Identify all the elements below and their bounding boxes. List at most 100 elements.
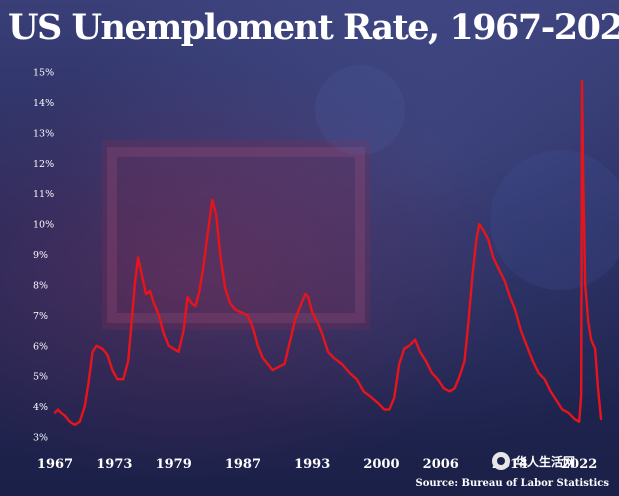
data-point <box>211 198 214 201</box>
data-point <box>600 417 602 420</box>
data-point <box>101 347 104 350</box>
data-point <box>316 320 318 323</box>
watermark-logo-icon <box>492 452 510 470</box>
y-tick-label: 9% <box>33 250 48 261</box>
data-point <box>333 357 335 359</box>
data-point <box>478 223 481 226</box>
data-point <box>91 350 94 353</box>
x-tick-label: 1973 <box>96 457 132 472</box>
data-point <box>362 390 365 393</box>
data-point <box>277 366 280 368</box>
x-tick-label: 1993 <box>294 457 330 472</box>
data-point <box>131 314 134 317</box>
data-point <box>370 396 373 399</box>
data-point <box>453 387 456 390</box>
data-point <box>531 360 534 362</box>
x-tick-label: 1979 <box>156 457 192 472</box>
data-point <box>111 369 114 371</box>
data-point <box>581 80 583 82</box>
data-point <box>294 317 297 320</box>
data-point <box>194 305 197 308</box>
data-point <box>414 338 416 341</box>
data-point <box>83 405 86 408</box>
data-point <box>106 354 109 356</box>
y-tick-label: 5% <box>33 372 48 383</box>
data-point <box>482 229 485 232</box>
data-point <box>141 274 143 277</box>
data-point <box>463 360 466 362</box>
data-point <box>251 326 254 329</box>
data-point <box>543 378 546 381</box>
y-tick-label: 12% <box>33 159 54 170</box>
x-tick-label: 2000 <box>363 457 399 472</box>
data-point <box>57 408 59 411</box>
y-tick-label: 14% <box>33 98 54 109</box>
watermark-text: 华人生活网 <box>515 454 576 469</box>
y-tick-label: 11% <box>33 189 54 200</box>
data-point <box>567 411 570 414</box>
data-point <box>153 302 155 305</box>
data-point <box>398 363 401 365</box>
data-point <box>256 344 259 347</box>
data-point <box>304 293 307 295</box>
data-point <box>234 308 236 311</box>
data-point <box>341 363 343 365</box>
data-point <box>442 387 445 390</box>
data-point <box>64 414 66 417</box>
data-point <box>582 177 585 180</box>
y-tick-label: 3% <box>33 433 48 444</box>
data-point <box>425 360 427 362</box>
data-point <box>377 402 380 405</box>
background-blur-circle <box>490 150 619 290</box>
data-point <box>261 357 264 359</box>
data-point <box>134 281 137 283</box>
y-tick-label: 15% <box>33 68 54 79</box>
data-point <box>537 372 540 374</box>
watermark: 华人生活网 <box>492 452 575 470</box>
data-point <box>158 314 160 317</box>
data-point <box>240 311 242 314</box>
y-tick-label: 4% <box>33 402 48 413</box>
data-point <box>289 338 292 341</box>
data-point <box>383 408 386 411</box>
data-point <box>419 350 421 353</box>
data-point <box>307 296 310 298</box>
y-tick-label: 7% <box>33 311 48 322</box>
data-point <box>149 290 151 292</box>
data-point <box>229 302 232 305</box>
data-point <box>206 235 209 238</box>
y-axis: 3% 4% 5% 6% 7% 8% 9% 10% 11% 12% 13% 14% 15% <box>33 68 54 444</box>
background-sign-decoration <box>102 65 619 330</box>
data-point <box>145 293 147 295</box>
data-point <box>578 420 581 423</box>
data-point <box>587 320 590 323</box>
data-point <box>73 423 76 426</box>
data-point <box>68 420 71 423</box>
data-point <box>549 390 552 393</box>
data-point <box>393 396 396 399</box>
data-point <box>408 344 410 347</box>
data-point <box>555 399 558 402</box>
data-point <box>348 372 351 374</box>
data-point <box>190 302 193 305</box>
data-point <box>247 314 249 317</box>
data-point <box>54 411 56 414</box>
data-point <box>594 347 596 350</box>
data-point <box>475 238 478 241</box>
data-point <box>580 393 583 396</box>
data-point <box>573 417 576 420</box>
data-point <box>127 360 130 362</box>
data-point <box>198 290 201 292</box>
data-point <box>520 329 522 332</box>
data-point <box>137 256 140 259</box>
data-point <box>584 284 587 286</box>
series-layer <box>53 79 603 426</box>
for-hire-sign-frame <box>107 147 365 323</box>
data-point <box>177 350 180 353</box>
y-tick-label: 6% <box>33 341 48 352</box>
data-point <box>431 372 433 374</box>
data-point <box>471 274 474 277</box>
data-point <box>172 347 175 350</box>
data-point <box>436 378 439 381</box>
